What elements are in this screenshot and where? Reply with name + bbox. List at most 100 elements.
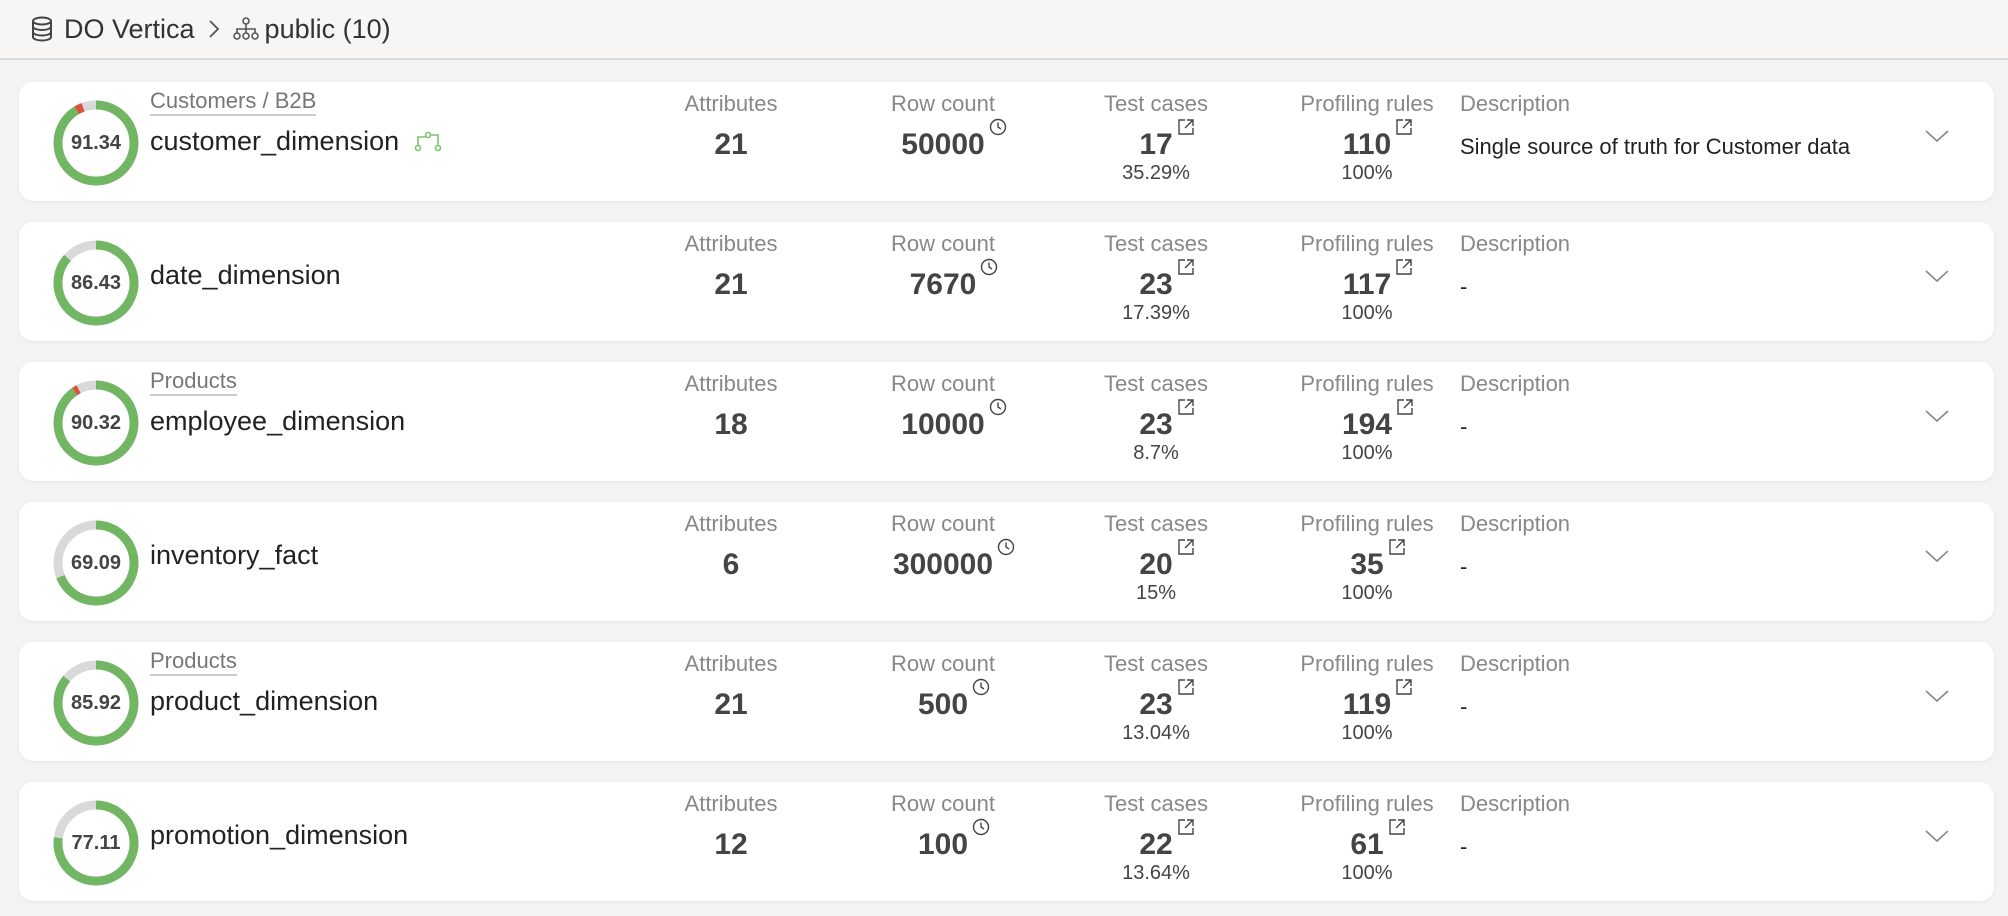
test-cases-percent: 15% (1135, 582, 1177, 604)
test-cases-percent: 35.29% (1122, 162, 1190, 184)
description-label: Description (1460, 91, 1571, 116)
description-text: - (1460, 694, 1468, 719)
quality-score: 86.43 (70, 271, 122, 294)
test-cases-label: Test cases (1104, 651, 1208, 676)
table-name-text[interactable]: product_dimension (150, 686, 379, 716)
test-cases-value: 23 (1139, 259, 1194, 302)
lineage-icon[interactable] (413, 131, 443, 153)
profiling-rules-value: 117 (1342, 259, 1412, 302)
breadcrumb: DO Vertica public (10) (0, 0, 2008, 60)
profiling-rules-number: 117 (1342, 268, 1392, 301)
profiling-rules-column: Profiling rules 35 100% (1257, 510, 1477, 604)
row-count-number: 7670 (909, 268, 977, 301)
score-neutral-segment (53, 100, 139, 186)
row-count-number: 10000 (901, 408, 985, 441)
description-text: - (1460, 414, 1468, 439)
external-link-icon[interactable] (1396, 398, 1414, 416)
test-cases-column: Test cases 23 17.39% (1046, 230, 1266, 324)
external-link-icon[interactable] (1388, 818, 1406, 836)
table-name[interactable]: employee_dimension (150, 406, 405, 437)
domain-link[interactable]: Products (150, 648, 237, 676)
profiling-rules-label: Profiling rules (1300, 231, 1434, 256)
table-name-text[interactable]: inventory_fact (150, 540, 319, 570)
row-count-value: 300000 (892, 538, 1015, 582)
test-cases-number: 17 (1139, 128, 1173, 161)
domain-link[interactable]: Products (150, 368, 237, 396)
table-name-text[interactable]: customer_dimension (150, 126, 400, 156)
chevron-down-icon[interactable] (1924, 268, 1950, 284)
external-link-icon[interactable] (1177, 398, 1195, 416)
score-neutral-segment (53, 380, 139, 466)
test-cases-column: Test cases 23 8.7% (1046, 370, 1266, 464)
test-cases-value: 22 (1139, 819, 1194, 862)
external-link-icon[interactable] (1395, 118, 1413, 136)
clock-icon[interactable] (989, 118, 1007, 136)
test-cases-percent: 13.64% (1122, 862, 1190, 884)
chevron-down-icon[interactable] (1924, 128, 1950, 144)
profiling-rules-number: 35 (1350, 548, 1384, 581)
attributes-column: Attributes 21 (621, 230, 841, 302)
quality-score: 90.32 (70, 411, 122, 434)
profiling-rules-percent: 100% (1341, 442, 1393, 464)
external-link-icon[interactable] (1388, 538, 1406, 556)
profiling-rules-percent: 100% (1341, 722, 1393, 744)
chevron-right-icon (207, 18, 221, 40)
external-link-icon[interactable] (1177, 258, 1195, 276)
test-cases-number: 23 (1139, 688, 1173, 721)
profiling-rules-percent: 100% (1341, 582, 1393, 604)
profiling-rules-value: 119 (1343, 679, 1412, 722)
chevron-down-icon[interactable] (1924, 828, 1950, 844)
profiling-rules-label: Profiling rules (1300, 651, 1434, 676)
table-row[interactable]: 77.11 promotion_dimension Attributes 12 … (19, 782, 1994, 901)
row-count-label: Row count (891, 651, 995, 676)
external-link-icon[interactable] (1177, 818, 1195, 836)
clock-icon[interactable] (972, 678, 990, 696)
breadcrumb-database[interactable]: DO Vertica (64, 13, 195, 44)
external-link-icon[interactable] (1177, 538, 1195, 556)
quality-score-donut: 77.11 (52, 799, 140, 887)
table-name-text[interactable]: promotion_dimension (150, 820, 409, 850)
external-link-icon[interactable] (1177, 118, 1195, 136)
profiling-rules-label: Profiling rules (1300, 371, 1434, 396)
table-name[interactable]: customer_dimension (150, 126, 443, 157)
table-name[interactable]: inventory_fact (150, 540, 318, 571)
row-count-number: 300000 (892, 548, 994, 581)
test-cases-value: 23 (1139, 399, 1194, 442)
chevron-down-icon[interactable] (1924, 548, 1950, 564)
table-row[interactable]: 69.09 inventory_fact Attributes 6 Row co… (19, 502, 1994, 621)
attributes-value: 21 (714, 688, 748, 721)
description-label: Description (1460, 511, 1571, 536)
row-count-label: Row count (891, 231, 995, 256)
domain-link[interactable]: Customers / B2B (150, 88, 317, 116)
quality-score: 77.11 (71, 831, 121, 854)
clock-icon[interactable] (980, 258, 998, 276)
clock-icon[interactable] (989, 398, 1007, 416)
clock-icon[interactable] (972, 818, 990, 836)
chevron-down-icon[interactable] (1924, 408, 1950, 424)
external-link-icon[interactable] (1177, 678, 1195, 696)
description-label: Description (1460, 791, 1571, 816)
table-name[interactable]: date_dimension (150, 260, 341, 291)
test-cases-column: Test cases 22 13.64% (1046, 790, 1266, 884)
table-name[interactable]: promotion_dimension (150, 820, 408, 851)
external-link-icon[interactable] (1395, 258, 1413, 276)
attributes-label: Attributes (684, 651, 778, 676)
table-name-text[interactable]: date_dimension (150, 260, 341, 290)
table-row[interactable]: 85.92 Products product_dimension Attribu… (19, 642, 1994, 761)
attributes-column: Attributes 12 (621, 790, 841, 862)
attributes-column: Attributes 21 (621, 90, 841, 162)
table-name[interactable]: product_dimension (150, 686, 378, 717)
table-row[interactable]: 91.34 Customers / B2B customer_dimension… (19, 82, 1994, 201)
test-cases-label: Test cases (1104, 371, 1208, 396)
table-row[interactable]: 90.32 Products employee_dimension Attrib… (19, 362, 1994, 481)
database-icon (30, 16, 54, 42)
test-cases-label: Test cases (1104, 231, 1208, 256)
clock-icon[interactable] (997, 538, 1015, 556)
table-name-text[interactable]: employee_dimension (150, 406, 406, 436)
attributes-label: Attributes (684, 231, 778, 256)
external-link-icon[interactable] (1395, 678, 1413, 696)
row-count-label: Row count (891, 371, 995, 396)
chevron-down-icon[interactable] (1924, 688, 1950, 704)
profiling-rules-column: Profiling rules 119 100% (1257, 650, 1477, 744)
table-row[interactable]: 86.43 date_dimension Attributes 21 Row c… (19, 222, 1994, 341)
